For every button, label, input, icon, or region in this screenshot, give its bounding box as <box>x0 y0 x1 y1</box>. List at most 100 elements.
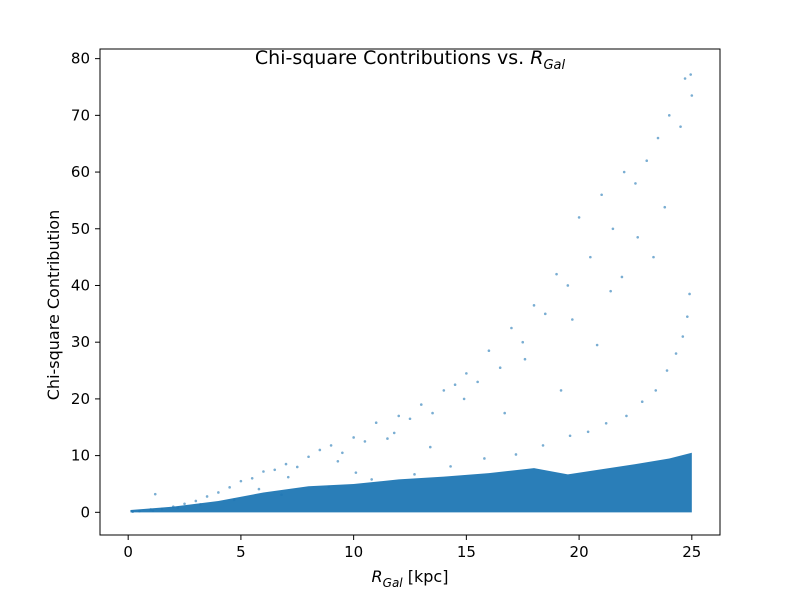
scatter-point <box>194 499 198 503</box>
scatter-point <box>442 389 446 392</box>
scatter-point <box>656 136 660 140</box>
scatter-point <box>589 255 592 259</box>
y-tick-label: 60 <box>71 163 90 181</box>
scatter-point <box>577 216 581 219</box>
scatter-point <box>652 255 655 259</box>
scatter-point <box>586 430 590 434</box>
scatter-point <box>392 431 396 435</box>
scatter-point <box>568 434 572 438</box>
scatter-point <box>654 389 658 392</box>
scatter-point <box>600 193 603 197</box>
scatter-point <box>239 479 243 483</box>
plot-border <box>99 48 721 536</box>
y-tick-label: 80 <box>71 50 90 68</box>
y-axis-label: Chi-square Contribution <box>44 210 63 400</box>
x-tick-label: 20 <box>570 543 589 561</box>
scatter-point <box>397 414 401 418</box>
x-tick-label: 25 <box>682 543 701 561</box>
scatter-point <box>555 272 558 276</box>
x-axis-subscript: Gal <box>383 576 404 590</box>
chart-title-prefix: Chi-square Contributions vs. <box>255 47 530 69</box>
scatter-point <box>688 292 691 296</box>
dense-point-band <box>130 452 692 513</box>
scatter-point <box>374 421 378 425</box>
scatter-point <box>543 312 547 316</box>
dense-scatter-band <box>130 452 692 513</box>
x-axis-ticks: 0 5 10 15 20 25 <box>123 535 701 561</box>
y-tick-label: 50 <box>71 220 90 238</box>
scatter-point <box>138 509 141 513</box>
y-tick-label: 40 <box>71 276 90 294</box>
x-tick-label: 5 <box>236 543 246 561</box>
scatter-point <box>153 492 157 496</box>
scatter-point <box>674 352 678 355</box>
scatter-point <box>622 170 626 174</box>
scatter-point <box>183 502 186 506</box>
scatter-points <box>131 73 694 514</box>
scatter-point <box>280 493 283 497</box>
scatter-point <box>462 397 466 401</box>
scatter-point <box>665 369 669 372</box>
scatter-point <box>217 491 220 494</box>
scatter-point <box>514 453 518 456</box>
scatter-point <box>625 414 628 418</box>
scatter-point <box>199 503 202 506</box>
scatter-point <box>370 478 373 481</box>
scatter-point <box>273 468 277 472</box>
y-tick-label: 10 <box>71 447 90 465</box>
scatter-point <box>566 284 570 287</box>
scatter-point <box>521 340 525 344</box>
x-axis-label: RGal [kpc] <box>372 567 449 590</box>
scatter-point <box>327 485 331 489</box>
scatter-point <box>453 383 457 387</box>
x-axis-symbol: R <box>372 567 383 586</box>
scatter-point <box>262 470 265 473</box>
scatter-point <box>171 505 175 508</box>
y-tick-label: 0 <box>80 503 90 521</box>
scatter-point <box>476 380 479 384</box>
scatter-point <box>686 315 689 318</box>
scatter-point <box>205 495 209 498</box>
scatter-point <box>408 417 412 421</box>
y-tick-label: 30 <box>71 333 90 351</box>
plot-area: 0 5 10 15 20 25 0 10 20 30 40 50 60 70 80 <box>71 48 721 561</box>
x-tick-label: 10 <box>344 543 363 561</box>
chart-title-symbol: R <box>530 47 543 69</box>
scatter-point <box>250 476 254 480</box>
scatter-point <box>413 473 416 476</box>
scatter-point <box>307 455 310 459</box>
scatter-point <box>663 205 667 209</box>
scatter-point <box>228 486 231 489</box>
scatter-point <box>449 465 452 468</box>
scatter-point <box>352 436 355 439</box>
scatter-point <box>465 372 468 375</box>
scatter-point <box>318 448 322 452</box>
scatter-point <box>232 498 236 502</box>
scatter-point <box>609 289 612 293</box>
scatter-point <box>690 94 694 97</box>
scatter-point <box>595 343 599 347</box>
x-tick-label: 15 <box>457 543 476 561</box>
scatter-point <box>336 459 340 463</box>
scatter-point <box>428 445 432 449</box>
scatter-point <box>681 335 685 338</box>
scatter-point <box>160 507 164 511</box>
scatter-point <box>284 462 288 466</box>
scatter-point <box>620 275 624 279</box>
scatter-point <box>523 357 527 361</box>
scatter-point <box>571 318 574 321</box>
y-tick-label: 70 <box>71 106 90 124</box>
scatter-point <box>131 510 134 514</box>
scatter-point <box>295 465 299 469</box>
scatter-point <box>498 366 502 370</box>
scatter-point <box>503 411 506 415</box>
scatter-point <box>559 389 563 392</box>
scatter-point <box>354 471 358 474</box>
scatter-point <box>431 411 434 415</box>
x-tick-label: 0 <box>123 543 133 561</box>
chart-title-subscript: Gal <box>543 58 565 73</box>
scatter-point <box>386 437 389 440</box>
scatter-point <box>640 400 644 404</box>
scatter-point <box>257 487 261 491</box>
